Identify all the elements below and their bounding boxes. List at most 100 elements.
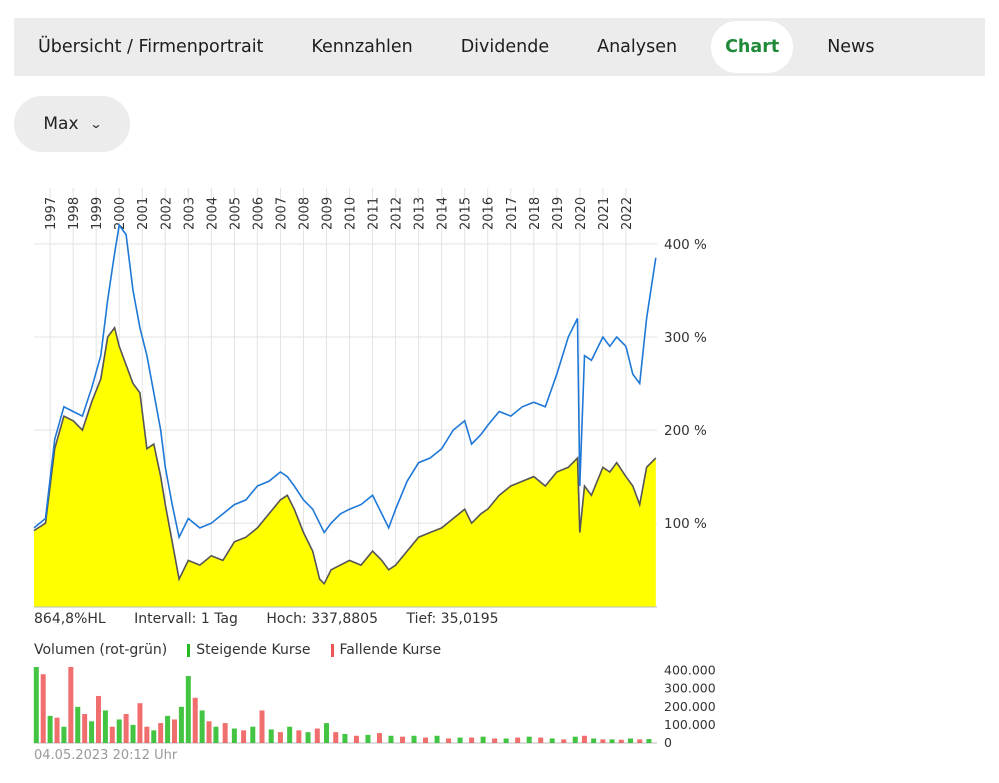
tab-analyses[interactable]: Analysen: [597, 37, 678, 57]
volume-bar: [591, 738, 597, 743]
volume-bar: [515, 737, 521, 743]
performance-value: 864,8%HL: [34, 611, 106, 627]
x-tick-label: 2007: [274, 197, 289, 230]
high-value: Hoch: 337,8805: [266, 611, 378, 627]
volume-bar: [89, 721, 95, 743]
tab-key-figures[interactable]: Kennzahlen: [311, 37, 413, 57]
volume-bar: [165, 715, 171, 743]
range-select-button[interactable]: Max ⌄: [14, 96, 130, 152]
volume-bar: [600, 739, 606, 743]
x-tick-label: 2013: [413, 197, 428, 230]
x-tick-label: 2022: [620, 197, 635, 230]
volume-bar: [277, 732, 283, 743]
volume-bar: [102, 710, 108, 743]
volume-bar: [171, 719, 177, 743]
volume-y-tick-label: 200.000: [664, 699, 716, 714]
comparison-line: [33, 223, 657, 540]
volume-bar: [618, 739, 624, 743]
volume-bar: [549, 738, 555, 743]
x-tick-label: 2012: [390, 197, 405, 230]
x-tick-label: 2021: [597, 197, 612, 230]
x-tick-label: 2008: [297, 197, 312, 230]
x-tick-label: 2010: [344, 197, 359, 230]
tab-news[interactable]: News: [827, 37, 875, 57]
legend-falling: Fallende Kurse: [330, 642, 441, 658]
x-tick-label: 2000: [113, 197, 128, 230]
tab-bar: Übersicht / Firmenportrait Kennzahlen Di…: [14, 18, 985, 76]
price-line: [33, 325, 657, 586]
volume-bar: [268, 729, 274, 743]
volume-bar: [259, 710, 265, 743]
volume-bar: [637, 739, 643, 743]
tab-dividend[interactable]: Dividende: [460, 37, 550, 57]
legend-rising-label: Steigende Kurse: [196, 642, 311, 658]
y-tick-label: 300 %: [664, 330, 707, 346]
y-tick-label: 400 %: [664, 237, 707, 253]
volume-bar: [82, 714, 88, 743]
falling-swatch: [330, 643, 334, 657]
volume-bar: [492, 738, 498, 743]
volume-bar: [323, 723, 329, 743]
volume-bar: [287, 726, 293, 743]
volume-bar: [192, 697, 198, 743]
volume-bar: [137, 703, 143, 743]
x-tick-label: 1998: [67, 197, 82, 230]
volume-bar: [434, 735, 440, 743]
volume-bar: [561, 739, 567, 743]
volume-bar: [333, 732, 339, 743]
volume-bar: [365, 734, 371, 743]
volume-bar: [353, 735, 359, 743]
volume-bar: [305, 732, 311, 743]
x-tick-label: 2014: [436, 197, 451, 230]
volume-bar: [75, 706, 81, 743]
volume-bar: [314, 728, 320, 743]
low-value: Tief: 35,0195: [406, 611, 499, 627]
timestamp: 04.05.2023 20:12 Uhr: [34, 748, 178, 763]
volume-bar: [646, 739, 652, 743]
volume-bar: [342, 733, 348, 743]
volume-bar: [61, 726, 67, 743]
y-tick-label: 200 %: [664, 423, 707, 439]
volume-bar: [411, 735, 417, 743]
x-tick-label: 1997: [44, 197, 59, 230]
tab-chart[interactable]: Chart: [711, 21, 794, 73]
volume-bar: [628, 738, 634, 743]
chart-info-line: 864,8%HL Intervall: 1 Tag Hoch: 337,8805…: [34, 611, 523, 627]
volume-bar: [54, 717, 60, 743]
volume-bar: [231, 728, 237, 743]
volume-y-tick-label: 400.000: [664, 663, 716, 678]
x-tick-label: 2001: [136, 197, 151, 230]
x-tick-label: 2006: [251, 197, 266, 230]
volume-bar: [213, 726, 219, 743]
y-tick-label: 100 %: [664, 516, 707, 532]
x-tick-label: 1999: [90, 197, 105, 230]
volume-bar: [446, 738, 452, 743]
volume-bar: [388, 735, 394, 743]
volume-bar: [457, 737, 463, 743]
volume-bar: [144, 726, 150, 743]
x-tick-label: 2016: [482, 197, 497, 230]
volume-bar: [423, 737, 429, 743]
x-tick-label: 2009: [320, 197, 335, 230]
volume-legend-title: Volumen (rot-grün): [34, 642, 168, 658]
volume-bar: [538, 737, 544, 743]
volume-bar: [109, 726, 115, 743]
volume-bar: [400, 736, 406, 743]
volume-bar: [376, 733, 382, 743]
interval-value: Intervall: 1 Tag: [134, 611, 238, 627]
volume-y-tick-label: 100.000: [664, 717, 716, 732]
x-tick-label: 2004: [205, 197, 220, 230]
volume-bar: [206, 721, 212, 743]
tab-overview[interactable]: Übersicht / Firmenportrait: [38, 37, 264, 57]
x-tick-label: 2015: [459, 197, 474, 230]
x-tick-label: 2017: [505, 197, 520, 230]
volume-bar: [185, 676, 191, 743]
x-tick-label: 2019: [551, 197, 566, 230]
volume-bar: [178, 706, 184, 743]
rising-swatch: [187, 643, 191, 657]
x-tick-label: 2002: [159, 197, 174, 230]
volume-bar: [609, 739, 615, 743]
legend-rising: Steigende Kurse: [187, 642, 311, 658]
volume-bar: [68, 667, 74, 743]
